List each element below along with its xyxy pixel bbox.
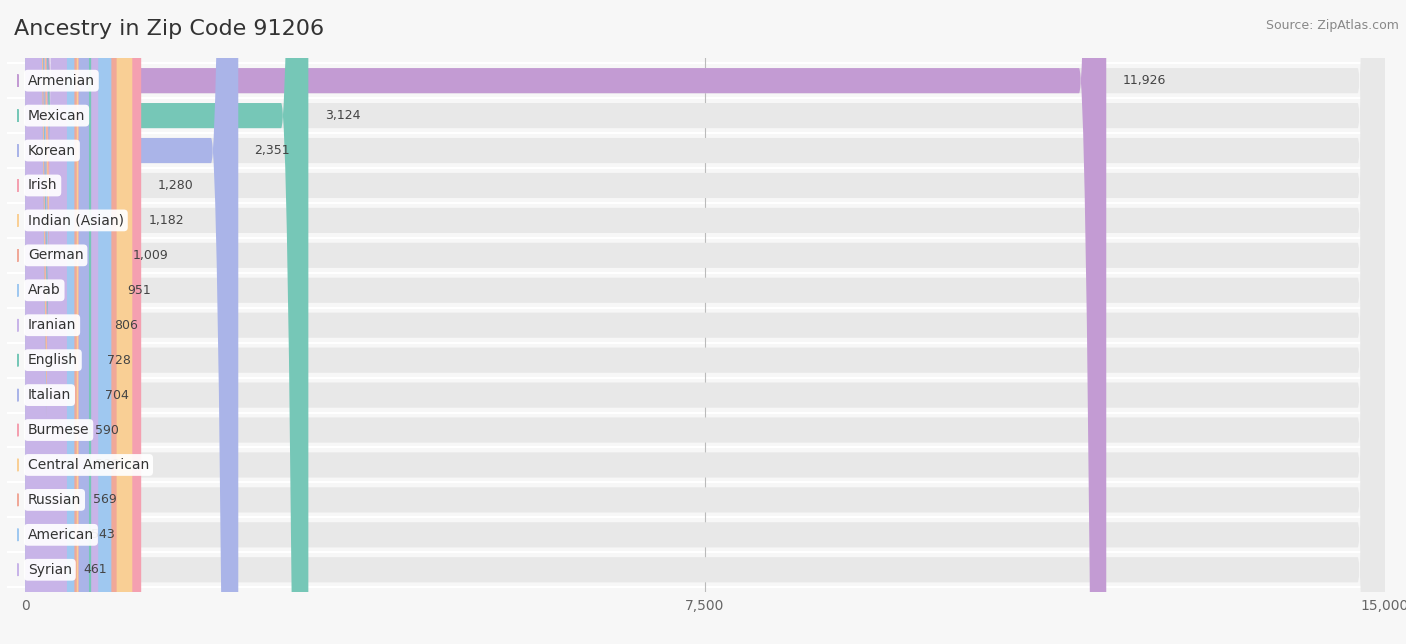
Text: English: English [28, 353, 77, 367]
FancyBboxPatch shape [25, 0, 1385, 644]
Text: Irish: Irish [28, 178, 58, 193]
Text: American: American [28, 528, 94, 542]
Text: German: German [28, 249, 83, 262]
Text: 728: 728 [107, 354, 131, 366]
FancyBboxPatch shape [25, 0, 1385, 644]
Text: 11,926: 11,926 [1122, 74, 1166, 87]
FancyBboxPatch shape [25, 0, 141, 644]
FancyBboxPatch shape [25, 0, 91, 644]
Text: 1,182: 1,182 [149, 214, 184, 227]
Text: 3,124: 3,124 [325, 109, 360, 122]
FancyBboxPatch shape [25, 0, 67, 644]
FancyBboxPatch shape [25, 0, 1385, 644]
FancyBboxPatch shape [25, 0, 1385, 644]
Text: 590: 590 [96, 424, 120, 437]
FancyBboxPatch shape [25, 0, 79, 644]
Text: Indian (Asian): Indian (Asian) [28, 213, 124, 227]
Text: 806: 806 [114, 319, 138, 332]
FancyBboxPatch shape [25, 0, 1385, 644]
FancyBboxPatch shape [25, 0, 111, 644]
Text: Ancestry in Zip Code 91206: Ancestry in Zip Code 91206 [14, 19, 325, 39]
Text: Armenian: Armenian [28, 73, 94, 88]
Text: 951: 951 [128, 284, 152, 297]
FancyBboxPatch shape [25, 0, 1385, 644]
Text: Source: ZipAtlas.com: Source: ZipAtlas.com [1265, 19, 1399, 32]
Text: Korean: Korean [28, 144, 76, 158]
FancyBboxPatch shape [25, 0, 308, 644]
FancyBboxPatch shape [25, 0, 1385, 644]
FancyBboxPatch shape [25, 0, 1385, 644]
FancyBboxPatch shape [25, 0, 1385, 644]
Text: 1,009: 1,009 [134, 249, 169, 262]
Text: 461: 461 [83, 564, 107, 576]
Text: Central American: Central American [28, 458, 149, 472]
Text: Russian: Russian [28, 493, 82, 507]
Text: Arab: Arab [28, 283, 60, 298]
Text: Italian: Italian [28, 388, 72, 402]
Text: 543: 543 [91, 528, 114, 542]
FancyBboxPatch shape [25, 0, 1107, 644]
Text: Burmese: Burmese [28, 423, 90, 437]
FancyBboxPatch shape [25, 0, 79, 644]
Text: 569: 569 [93, 493, 117, 506]
FancyBboxPatch shape [25, 0, 1385, 644]
Text: 2,351: 2,351 [254, 144, 290, 157]
FancyBboxPatch shape [25, 0, 1385, 644]
Text: Iranian: Iranian [28, 318, 76, 332]
FancyBboxPatch shape [25, 0, 89, 644]
Text: Syrian: Syrian [28, 563, 72, 577]
Text: 586: 586 [94, 459, 118, 471]
FancyBboxPatch shape [25, 0, 77, 644]
Text: 1,280: 1,280 [157, 179, 193, 192]
Text: 704: 704 [105, 388, 129, 402]
FancyBboxPatch shape [25, 0, 1385, 644]
FancyBboxPatch shape [25, 0, 1385, 644]
FancyBboxPatch shape [25, 0, 1385, 644]
Text: Mexican: Mexican [28, 109, 86, 122]
FancyBboxPatch shape [25, 0, 238, 644]
FancyBboxPatch shape [25, 0, 98, 644]
FancyBboxPatch shape [25, 0, 75, 644]
FancyBboxPatch shape [25, 0, 132, 644]
FancyBboxPatch shape [25, 0, 117, 644]
FancyBboxPatch shape [25, 0, 1385, 644]
